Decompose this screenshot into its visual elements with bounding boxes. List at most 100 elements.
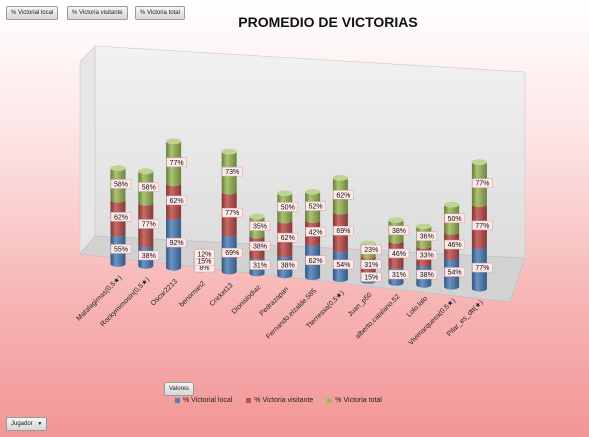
data-label-text: 92%	[170, 240, 184, 247]
data-label-text: 46%	[448, 242, 462, 249]
data-label-text: 8%	[199, 265, 209, 272]
data-label-text: 73%	[225, 169, 239, 176]
data-label-box	[166, 195, 187, 206]
data-label-box	[444, 267, 465, 277]
data-label: 62%	[333, 190, 354, 200]
chart-title: PROMEDIO DE VICTORIAS	[238, 14, 418, 30]
data-label-text: 15%	[364, 274, 378, 281]
data-label-box	[249, 260, 271, 270]
data-label-text: 12%	[197, 251, 211, 258]
data-label-box	[221, 207, 243, 218]
values-field-button[interactable]: Valores	[164, 382, 194, 396]
legend: % Victorial local % Victoria visitante %…	[175, 397, 382, 404]
data-label-box	[333, 225, 354, 236]
left-wall	[79, 45, 96, 255]
data-label-text: 38%	[253, 244, 267, 251]
data-label: 69%	[221, 247, 243, 258]
data-label: 38%	[249, 241, 271, 251]
data-label-text: 52%	[309, 204, 323, 211]
data-label-box	[277, 232, 299, 243]
data-label: 54%	[333, 259, 354, 270]
data-label-text: 58%	[142, 184, 156, 191]
data-label-text: 36%	[420, 234, 434, 241]
data-label-text: 38%	[392, 228, 406, 235]
data-label: 62%	[110, 212, 132, 222]
data-label: 62%	[305, 255, 326, 266]
data-label: 77%	[472, 178, 493, 188]
legend-item-local: % Victorial local	[175, 397, 232, 404]
data-label: 92%	[166, 237, 187, 248]
data-label-text: 38%	[281, 262, 295, 269]
data-label-text: 50%	[448, 216, 462, 223]
data-label: 77%	[221, 207, 243, 218]
bar-cap	[416, 223, 432, 230]
data-label: 38%	[388, 225, 410, 236]
data-label-text: 42%	[309, 229, 323, 236]
data-label: 58%	[138, 182, 160, 192]
axis-field-button[interactable]: Jugador ▼	[6, 417, 48, 431]
bar-cap	[360, 240, 376, 247]
data-label-box	[166, 157, 187, 168]
legend-item-total: % Victoria total	[327, 397, 382, 404]
data-label-text: 77%	[225, 210, 239, 217]
x-tick-label: Dionisiodiaz	[231, 284, 263, 316]
data-label: 12%	[194, 249, 215, 259]
data-label-box	[249, 241, 271, 251]
data-label-text: 31%	[253, 263, 267, 270]
data-label: 77%	[472, 262, 493, 273]
data-label-box	[194, 249, 215, 259]
data-label: 55%	[110, 244, 132, 254]
legend-swatch-local	[175, 398, 180, 403]
bar-cap	[444, 201, 460, 208]
data-label-text: 55%	[114, 246, 128, 253]
data-label: 54%	[444, 267, 465, 277]
x-tick-label: Juan_p50	[347, 291, 374, 318]
bar-cap	[221, 148, 237, 155]
data-label-box	[138, 182, 160, 192]
chevron-down-icon: ▼	[37, 421, 43, 427]
data-label-box	[388, 269, 410, 280]
data-label-box	[360, 244, 382, 255]
bar-cap	[138, 168, 154, 174]
data-label: 52%	[305, 201, 326, 211]
x-tick-label: benoman2	[178, 280, 206, 308]
data-label: 31%	[249, 260, 271, 270]
bar-cap	[388, 217, 404, 223]
bar-cap	[305, 189, 321, 195]
data-label-text: 69%	[225, 250, 239, 257]
data-label-box	[110, 179, 132, 189]
data-label-text: 62%	[170, 198, 184, 205]
data-label-text: 23%	[364, 247, 378, 254]
data-label-box	[472, 178, 493, 188]
field-button-visitante[interactable]: % Victoria visitante	[67, 6, 128, 20]
data-label-box	[277, 202, 299, 212]
data-label-box	[221, 166, 243, 177]
data-label: 73%	[221, 166, 243, 177]
field-button-total[interactable]: % Victoria total	[135, 6, 185, 20]
data-label-text: 58%	[114, 181, 128, 188]
data-label-box	[388, 248, 410, 259]
data-label: 50%	[277, 202, 299, 212]
legend-label-total: % Victoria total	[335, 397, 382, 404]
data-label: 69%	[333, 225, 354, 236]
data-label: 50%	[444, 213, 465, 224]
legend-swatch-visitante	[246, 398, 252, 403]
data-label-box	[416, 269, 438, 280]
data-label: 62%	[166, 195, 187, 206]
data-label-text: 77%	[475, 223, 489, 230]
field-button-local[interactable]: % Victorial local	[6, 6, 59, 20]
data-label-box	[444, 239, 465, 250]
data-label: 77%	[138, 219, 160, 229]
data-label: 46%	[388, 248, 410, 259]
x-tick-label: Lolo.lalo	[406, 295, 429, 318]
data-label-box	[277, 260, 299, 270]
data-label-box	[472, 220, 493, 231]
data-label-box	[110, 212, 132, 222]
data-label: 23%	[360, 244, 382, 255]
data-label-box	[472, 262, 493, 273]
data-label-box	[444, 213, 465, 224]
bar-cap	[166, 138, 182, 145]
bar-cap	[471, 159, 487, 165]
x-tick-label: Rockymimosin(0,5★)	[99, 276, 151, 328]
data-label-text: 77%	[475, 265, 489, 272]
